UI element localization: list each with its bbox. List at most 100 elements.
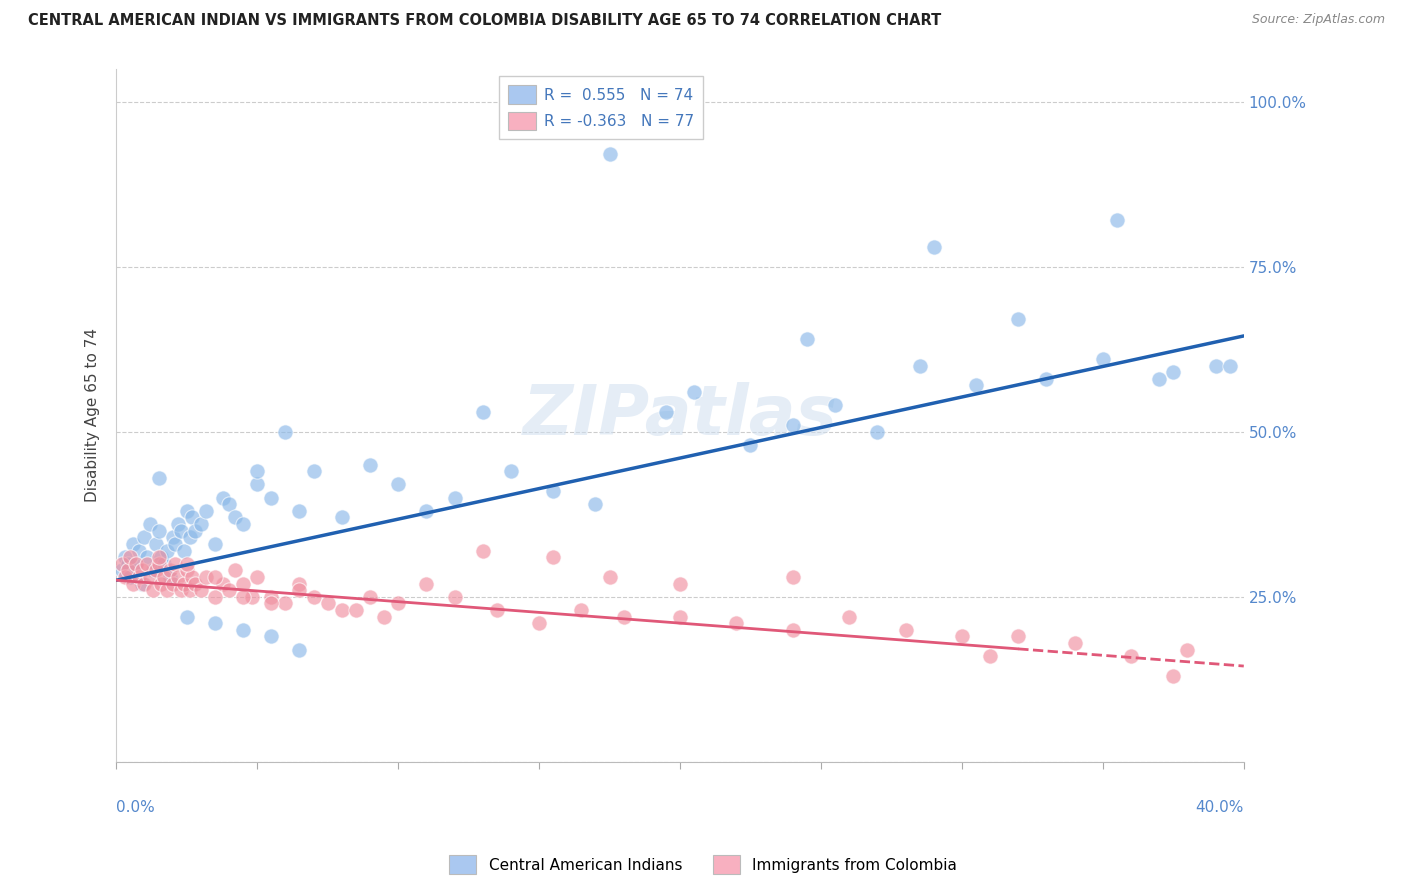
Y-axis label: Disability Age 65 to 74: Disability Age 65 to 74 [86, 328, 100, 502]
Point [212, 576, 235, 591]
Point [128, 543, 150, 558]
Point [195, 504, 218, 518]
Point [114, 570, 136, 584]
Point [950, 629, 973, 643]
Point [150, 576, 173, 591]
Point [443, 491, 465, 505]
Point [224, 510, 246, 524]
Point [195, 570, 218, 584]
Point [613, 609, 636, 624]
Point [569, 603, 592, 617]
Point [179, 530, 201, 544]
Point [373, 609, 395, 624]
Point [387, 477, 409, 491]
Point [471, 543, 494, 558]
Legend: Central American Indians, Immigrants from Colombia: Central American Indians, Immigrants fro… [443, 849, 963, 880]
Point [145, 563, 167, 577]
Point [111, 563, 134, 577]
Point [655, 405, 678, 419]
Point [176, 563, 198, 577]
Point [1119, 649, 1142, 664]
Point [683, 385, 706, 400]
Point [330, 603, 353, 617]
Point [599, 147, 621, 161]
Point [156, 583, 179, 598]
Point [782, 570, 804, 584]
Point [176, 609, 198, 624]
Point [145, 537, 167, 551]
Point [1105, 213, 1128, 227]
Point [288, 583, 311, 598]
Point [527, 616, 550, 631]
Point [122, 537, 145, 551]
Point [288, 642, 311, 657]
Point [260, 629, 283, 643]
Point [134, 530, 156, 544]
Point [117, 563, 139, 577]
Point [359, 458, 381, 472]
Point [142, 563, 165, 577]
Point [1163, 669, 1185, 683]
Point [184, 576, 207, 591]
Point [190, 517, 212, 532]
Point [122, 576, 145, 591]
Point [796, 332, 818, 346]
Point [179, 583, 201, 598]
Point [232, 623, 254, 637]
Point [866, 425, 889, 439]
Point [838, 609, 860, 624]
Point [725, 616, 748, 631]
Point [120, 550, 142, 565]
Point [302, 464, 325, 478]
Point [246, 464, 269, 478]
Point [344, 603, 367, 617]
Point [260, 596, 283, 610]
Text: ZIPatlas: ZIPatlas [523, 382, 838, 449]
Point [176, 504, 198, 518]
Point [541, 484, 564, 499]
Point [212, 491, 235, 505]
Point [669, 609, 692, 624]
Point [159, 563, 181, 577]
Point [170, 583, 193, 598]
Point [415, 576, 437, 591]
Point [782, 418, 804, 433]
Point [156, 543, 179, 558]
Point [134, 576, 156, 591]
Point [184, 524, 207, 538]
Point [824, 398, 846, 412]
Point [499, 464, 522, 478]
Point [176, 557, 198, 571]
Point [274, 425, 297, 439]
Point [585, 497, 607, 511]
Point [170, 524, 193, 538]
Point [922, 240, 945, 254]
Point [1007, 629, 1029, 643]
Point [330, 510, 353, 524]
Point [1035, 372, 1057, 386]
Point [153, 570, 176, 584]
Point [246, 570, 269, 584]
Point [908, 359, 931, 373]
Point [359, 590, 381, 604]
Point [1205, 359, 1227, 373]
Text: CENTRAL AMERICAN INDIAN VS IMMIGRANTS FROM COLOMBIA DISABILITY AGE 65 TO 74 CORR: CENTRAL AMERICAN INDIAN VS IMMIGRANTS FR… [28, 13, 942, 29]
Point [139, 517, 162, 532]
Point [302, 590, 325, 604]
Point [782, 623, 804, 637]
Point [232, 590, 254, 604]
Point [260, 590, 283, 604]
Point [125, 557, 148, 571]
Point [246, 477, 269, 491]
Point [167, 517, 190, 532]
Point [148, 550, 170, 565]
Point [387, 596, 409, 610]
Point [131, 576, 153, 591]
Point [288, 576, 311, 591]
Point [894, 623, 917, 637]
Point [159, 570, 181, 584]
Point [131, 563, 153, 577]
Point [125, 557, 148, 571]
Point [1007, 312, 1029, 326]
Point [232, 576, 254, 591]
